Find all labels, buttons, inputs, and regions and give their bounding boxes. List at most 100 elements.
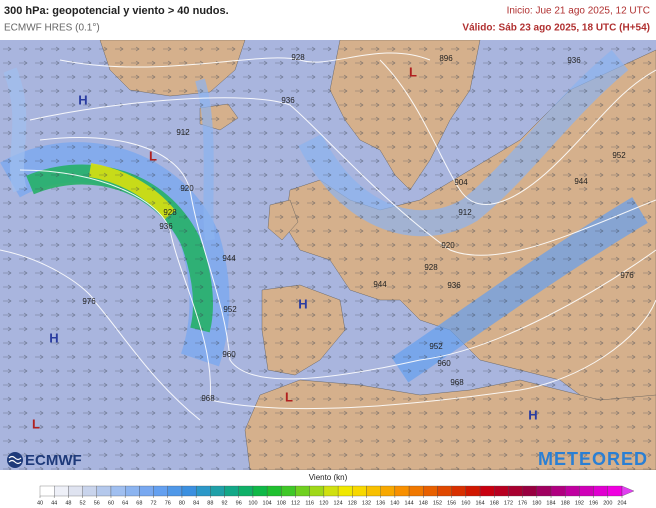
high-center: H (78, 92, 87, 107)
contour-label: 904 (454, 178, 468, 187)
colorbar: 40 44 48 52 56 60 64 68 72 76 80 84 88 92 96 100 104 108 1… (37, 485, 635, 506)
colorbar-cell (153, 485, 168, 497)
contours (0, 52, 656, 421)
colorbar-tick-label: 148 (419, 500, 428, 506)
colorbar-cell (593, 485, 608, 497)
colorbar-tick-label: 108 (277, 500, 286, 506)
colorbar-cell (281, 485, 296, 497)
colorbar-tick-label: 92 (221, 500, 227, 506)
contour-label: 960 (437, 359, 451, 368)
contour-label: 920 (441, 241, 455, 250)
wind-arrows (0, 40, 656, 470)
colorbar-arrow (621, 485, 635, 497)
colorbar-cell (451, 485, 467, 497)
contour-label: 936 (159, 222, 173, 231)
model: ECMWF HRES (0.1°) (4, 23, 100, 34)
colorbar-cell (607, 485, 623, 497)
contour-label: 936 (281, 96, 295, 105)
high-center: H (49, 330, 58, 345)
colorbar-cell (295, 485, 310, 497)
contour-label: 944 (373, 280, 387, 289)
colorbar-cell (82, 485, 97, 497)
contour-label: 952 (429, 342, 443, 351)
colorbar-tick-label: 120 (319, 500, 328, 506)
contour-label: 928 (291, 53, 305, 62)
low-center: L (149, 148, 157, 163)
colorbar-cell (352, 485, 367, 497)
colorbar-cell (39, 485, 55, 497)
colorbar-cell (224, 485, 239, 497)
colorbar-cell (181, 485, 197, 497)
contour-label: 952 (612, 151, 626, 160)
colorbar-tick-label: 56 (94, 500, 100, 506)
colorbar-cell (565, 485, 580, 497)
low-center: L (32, 416, 40, 431)
logo-text: ECMWF (25, 452, 82, 469)
contour-label: 928 (163, 208, 177, 217)
colorbar-cell (579, 485, 594, 497)
colorbar-tick-label: 132 (362, 500, 371, 506)
colorbar-tick-label: 100 (248, 500, 257, 506)
contour-label: 920 (180, 184, 194, 193)
colorbar-tick-label: 200 (603, 500, 612, 506)
contour-label: 912 (458, 208, 472, 217)
logo-ecmwf: ECMWF (7, 452, 82, 469)
colorbar-cell (423, 485, 438, 497)
colorbar-tick-label: 160 (461, 500, 470, 506)
contour-label: 936 (447, 281, 461, 290)
colorbar-tick-label: 204 (617, 500, 626, 506)
colorbar-cell (54, 485, 69, 497)
high-center: H (528, 407, 537, 422)
colorbar-cell (252, 485, 268, 497)
colorbar-cell (536, 485, 552, 497)
colorbar-label: Viento (kn) (309, 473, 348, 482)
colorbar-tick-label: 172 (504, 500, 513, 506)
colorbar-tick-label: 80 (179, 500, 185, 506)
contour-label: 968 (201, 394, 215, 403)
colorbar-cell (110, 485, 126, 497)
colorbar-tick-label: 84 (193, 500, 199, 506)
colorbar-cell (68, 485, 83, 497)
colorbar-cell (337, 485, 353, 497)
colorbar-cell (96, 485, 112, 497)
colorbar-tick-label: 48 (65, 500, 71, 506)
contour-label: 896 (439, 54, 453, 63)
colorbar-cell (366, 485, 381, 497)
colorbar-tick-label: 104 (263, 500, 272, 506)
contour-label: 952 (223, 305, 237, 314)
colorbar-tick-label: 72 (150, 500, 156, 506)
colorbar-tick-label: 140 (390, 500, 399, 506)
colorbar-cell (522, 485, 537, 497)
colorbar-tick-label: 40 (37, 500, 43, 506)
colorbar-cell (238, 485, 254, 497)
colorbar-cell (195, 485, 211, 497)
colorbar-cell (508, 485, 523, 497)
contour-label: 968 (450, 378, 464, 387)
contour-label: 928 (424, 263, 438, 272)
init-time: Inicio: Jue 21 ago 2025, 12 UTC (507, 6, 650, 17)
colorbar-tick-label: 168 (490, 500, 499, 506)
colorbar-tick-label: 152 (433, 500, 442, 506)
header-bg (0, 0, 656, 40)
colorbar-tick-label: 136 (376, 500, 385, 506)
map: 928 936 912 920 928 936 944 952 960 968 … (0, 39, 656, 471)
colorbar-tick-label: 124 (334, 500, 343, 506)
contour-label: 912 (176, 128, 190, 137)
colorbar-tick-label: 180 (532, 500, 541, 506)
colorbar-cell (494, 485, 509, 497)
contour-label: 944 (222, 254, 236, 263)
colorbar-cell (437, 485, 452, 497)
colorbar-tick-label: 184 (546, 500, 555, 506)
colorbar-cell (550, 485, 566, 497)
low-center: L (285, 389, 293, 404)
colorbar-tick-label: 176 (518, 500, 527, 506)
colorbar-cell (465, 485, 481, 497)
colorbar-cell (210, 485, 225, 497)
colorbar-cell (125, 485, 140, 497)
colorbar-tick-label: 112 (291, 500, 300, 506)
colorbar-tick-label: 52 (80, 500, 86, 506)
contour-label: 976 (82, 297, 96, 306)
colorbar-tick-label: 88 (207, 500, 213, 506)
